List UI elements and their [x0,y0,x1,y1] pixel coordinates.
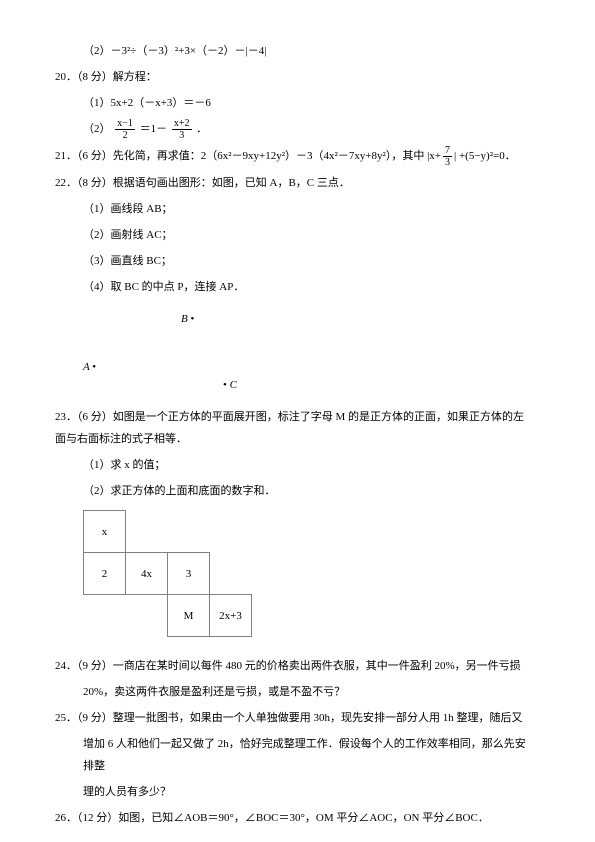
q20-frac2: x+2 3 [172,118,192,141]
q21-frac: 7 3 [443,145,452,168]
q20-frac1-den: 2 [115,130,135,141]
q20-frac1: x−1 2 [115,118,135,141]
q21-prefix: 21．（6 分）先化简，再求值：2（6x²－9xy+12y²）－3（4x²－7x… [55,150,427,162]
q20-frac1-num: x−1 [115,118,135,130]
cube-net: x 2 4x 3 M 2x+3 [83,510,294,637]
q23-p2: （2）求正方体的上面和底面的数字和． [55,480,535,502]
q19-part2: （2）－3²÷（－3）²+3×（－2）－|－4| [55,40,535,62]
q23-net-diagram: x 2 4x 3 M 2x+3 [83,510,535,637]
q24-l1: 24．（9 分）一商店在某时间以每件 480 元的价格卖出两件衣服，其中一件盈利… [55,655,535,677]
q22-p3: （3）画直线 BC； [55,250,535,272]
q20-part2: （2） x−1 2 ＝1－ x+2 3 ． [55,118,535,141]
q20-frac2-den: 3 [172,130,192,141]
net-cell-M: M [168,595,210,637]
q20-p2-suffix: ． [196,123,207,135]
q25-l1: 25．（9 分）整理一批图书，如果由一个人单独做要用 30h，现先安排一部分人用… [55,707,535,729]
q21-head: 21．（6 分）先化简，再求值：2（6x²－9xy+12y²）－3（4x²－7x… [55,145,535,168]
q21-tail: +(5−y)²=0． [459,150,516,162]
q21-frac-den: 3 [443,157,452,168]
q25-l3: 理的人员有多少？ [55,781,535,803]
q20-head: 20．（8 分）解方程： [55,66,535,88]
q21-frac-num: 7 [443,145,452,157]
net-cell-3: 3 [168,553,210,595]
net-cell-2: 2 [84,553,126,595]
net-cell-2x3: 2x+3 [210,595,252,637]
q22-head: 22．（8 分）根据语句画出图形：如图，已知 A，B，C 三点． [55,172,535,194]
q22-diagram: B • A • • C [83,308,283,388]
net-cell-x: x [84,511,126,553]
q22-p2: （2）画射线 AC； [55,224,535,246]
q21-abs-open: |x+ [427,150,441,162]
q26-head: 26．（12 分）如图，已知∠AOB＝90°，∠BOC＝30°，OM 平分∠AO… [55,807,535,829]
q20-frac2-num: x+2 [172,118,192,130]
net-cell-4x: 4x [126,553,168,595]
q20-part1: （1）5x+2（－x+3）＝－6 [55,92,535,114]
q23-head: 23．（6 分）如图是一个正方体的平面展开图，标注了字母 M 的是正方体的正面，… [55,406,535,450]
q25-l2: 增加 6 人和他们一起又做了 2h，恰好完成整理工作．假设每个人的工作效率相同，… [55,733,535,777]
point-B-label: B • [181,308,194,330]
q22-p1: （1）画线段 AB； [55,198,535,220]
q21-abs-close: | [454,150,456,162]
point-A-label: A • [83,356,96,378]
q20-mid: ＝1－ [140,123,168,135]
q20-p2-prefix: （2） [83,123,111,135]
point-C-label: • C [223,374,237,396]
q23-p1: （1）求 x 的值； [55,454,535,476]
q24-l2: 20%，卖这两件衣服是盈利还是亏损，或是不盈不亏？ [55,681,535,703]
q22-p4: （4）取 BC 的中点 P，连接 AP． [55,276,535,298]
